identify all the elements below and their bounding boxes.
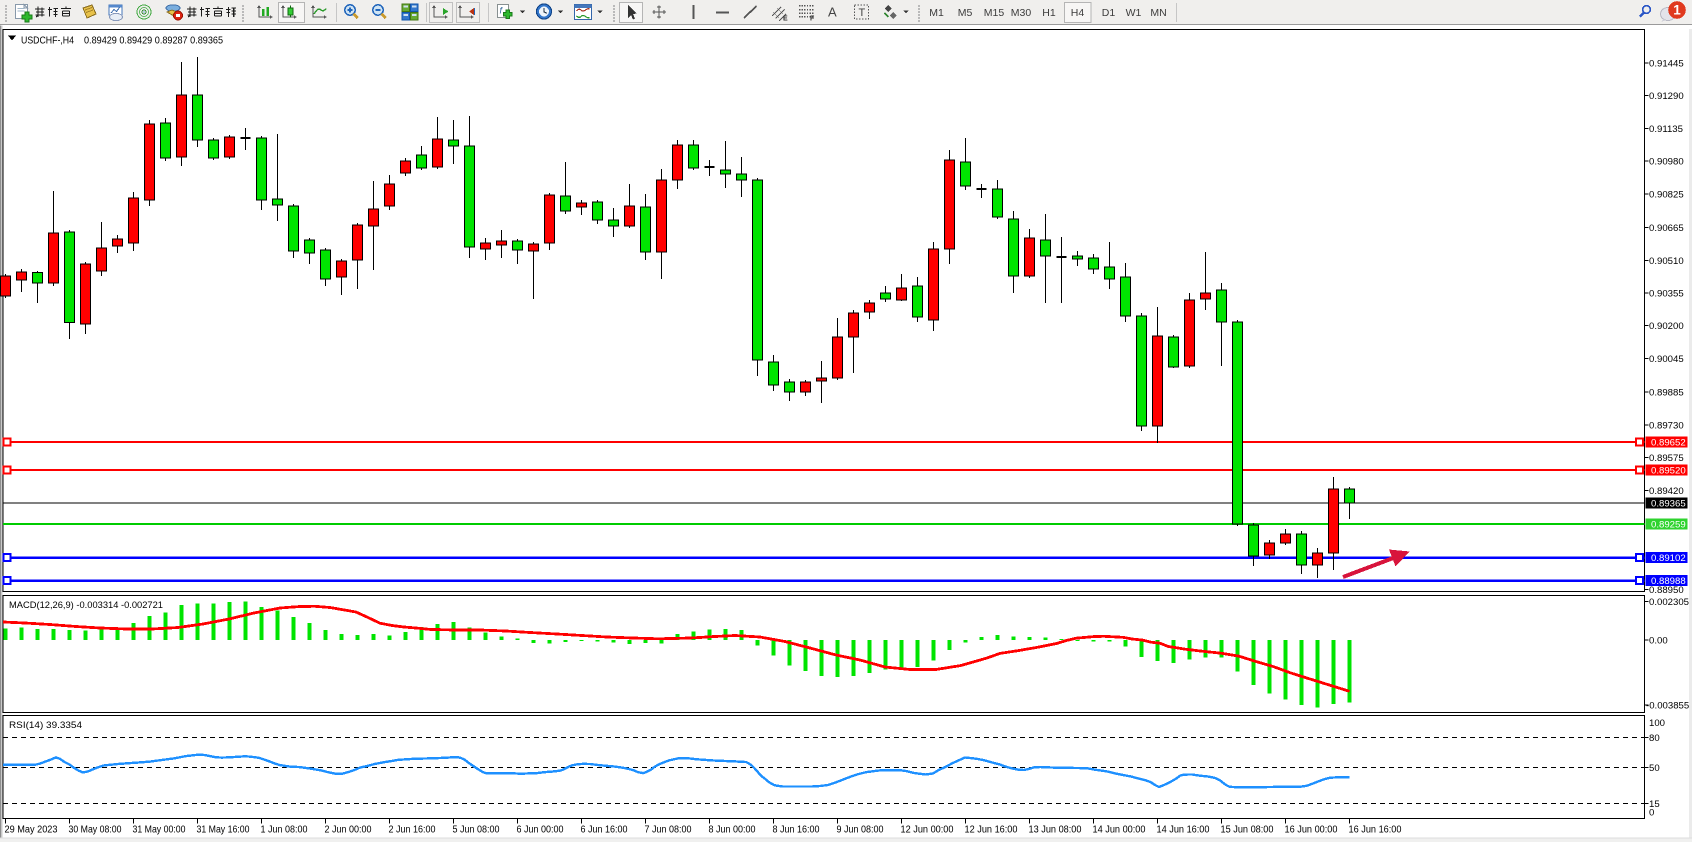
svg-text:E: E bbox=[783, 16, 788, 23]
svg-text:0.89429 0.89429 0.89287 0.8936: 0.89429 0.89429 0.89287 0.89365 bbox=[84, 35, 223, 47]
svg-text:9 Jun 08:00: 9 Jun 08:00 bbox=[837, 825, 884, 836]
svg-text:8 Jun 16:00: 8 Jun 16:00 bbox=[773, 825, 820, 836]
svg-text:0.00: 0.00 bbox=[1649, 635, 1668, 646]
svg-text:0.90510: 0.90510 bbox=[1649, 256, 1684, 267]
svg-text:M15: M15 bbox=[984, 7, 1005, 19]
svg-text:0.89575: 0.89575 bbox=[1649, 453, 1684, 464]
svg-text:14 Jun 00:00: 14 Jun 00:00 bbox=[1093, 825, 1147, 836]
svg-text:0.90825: 0.90825 bbox=[1649, 189, 1684, 200]
svg-text:0.88988: 0.88988 bbox=[1651, 576, 1686, 587]
svg-text:A: A bbox=[828, 5, 837, 20]
svg-text:0.89102: 0.89102 bbox=[1651, 553, 1686, 564]
svg-text:29 May 2023: 29 May 2023 bbox=[5, 825, 59, 836]
svg-text:2 Jun 16:00: 2 Jun 16:00 bbox=[389, 825, 436, 836]
svg-text:0.91290: 0.91290 bbox=[1649, 91, 1684, 102]
svg-text:0.90355: 0.90355 bbox=[1649, 288, 1684, 299]
svg-text:-0.003855: -0.003855 bbox=[1646, 701, 1689, 712]
svg-text:T: T bbox=[859, 7, 866, 19]
svg-text:13 Jun 08:00: 13 Jun 08:00 bbox=[1029, 825, 1083, 836]
svg-text:12 Jun 16:00: 12 Jun 16:00 bbox=[965, 825, 1019, 836]
svg-text:100: 100 bbox=[1649, 718, 1665, 729]
svg-text:0.89520: 0.89520 bbox=[1651, 466, 1686, 477]
svg-text:80: 80 bbox=[1649, 733, 1660, 744]
svg-text:RSI(14) 39.3354: RSI(14) 39.3354 bbox=[9, 720, 83, 731]
svg-text:MACD(12,26,9) -0.003314 -0.002: MACD(12,26,9) -0.003314 -0.002721 bbox=[9, 600, 163, 611]
svg-text:6 Jun 00:00: 6 Jun 00:00 bbox=[517, 825, 564, 836]
svg-text:0.89885: 0.89885 bbox=[1649, 388, 1684, 399]
svg-text:0.90045: 0.90045 bbox=[1649, 354, 1684, 365]
svg-text:0.90665: 0.90665 bbox=[1649, 223, 1684, 234]
svg-text:f: f bbox=[500, 6, 504, 16]
svg-text:5 Jun 08:00: 5 Jun 08:00 bbox=[453, 825, 500, 836]
svg-text:0.89420: 0.89420 bbox=[1649, 486, 1684, 497]
svg-text:16 Jun 00:00: 16 Jun 00:00 bbox=[1285, 825, 1339, 836]
svg-text:15: 15 bbox=[1649, 799, 1660, 810]
svg-text:M5: M5 bbox=[958, 7, 973, 19]
svg-text:15 Jun 08:00: 15 Jun 08:00 bbox=[1221, 825, 1275, 836]
svg-text:0: 0 bbox=[1649, 808, 1654, 819]
svg-text:0.88950: 0.88950 bbox=[1649, 585, 1684, 596]
svg-text:USDCHF-,H4: USDCHF-,H4 bbox=[21, 35, 74, 47]
svg-text:31 May 16:00: 31 May 16:00 bbox=[197, 825, 250, 836]
svg-text:0.90200: 0.90200 bbox=[1649, 321, 1684, 332]
svg-text:31 May 00:00: 31 May 00:00 bbox=[133, 825, 186, 836]
svg-text:16 Jun 16:00: 16 Jun 16:00 bbox=[1349, 825, 1403, 836]
svg-text:M30: M30 bbox=[1011, 7, 1032, 19]
svg-text:0.002305: 0.002305 bbox=[1649, 597, 1689, 608]
svg-text:14 Jun 16:00: 14 Jun 16:00 bbox=[1157, 825, 1211, 836]
svg-text:0.91135: 0.91135 bbox=[1649, 124, 1683, 135]
svg-text:0.91445: 0.91445 bbox=[1649, 59, 1684, 70]
svg-text:H4: H4 bbox=[1071, 7, 1085, 19]
svg-text:1: 1 bbox=[1673, 3, 1681, 18]
svg-text:2 Jun 00:00: 2 Jun 00:00 bbox=[325, 825, 372, 836]
svg-text:F: F bbox=[810, 16, 815, 23]
svg-text:M1: M1 bbox=[929, 7, 944, 19]
svg-text:0.89652: 0.89652 bbox=[1651, 438, 1686, 449]
svg-text:8 Jun 00:00: 8 Jun 00:00 bbox=[709, 825, 756, 836]
svg-text:0.89259: 0.89259 bbox=[1651, 520, 1686, 531]
svg-text:H1: H1 bbox=[1042, 7, 1056, 19]
svg-text:12 Jun 00:00: 12 Jun 00:00 bbox=[901, 825, 955, 836]
svg-text:6 Jun 16:00: 6 Jun 16:00 bbox=[581, 825, 628, 836]
svg-text:0.89730: 0.89730 bbox=[1649, 420, 1684, 431]
svg-text:W1: W1 bbox=[1126, 7, 1142, 19]
svg-text:7 Jun 08:00: 7 Jun 08:00 bbox=[645, 825, 692, 836]
svg-text:MN: MN bbox=[1150, 7, 1166, 19]
svg-text:0.90980: 0.90980 bbox=[1649, 157, 1684, 168]
svg-text:0.89365: 0.89365 bbox=[1651, 499, 1686, 510]
svg-text:D1: D1 bbox=[1102, 7, 1116, 19]
svg-text:30 May 08:00: 30 May 08:00 bbox=[69, 825, 122, 836]
svg-text:50: 50 bbox=[1649, 763, 1660, 774]
svg-text:1 Jun 08:00: 1 Jun 08:00 bbox=[261, 825, 308, 836]
